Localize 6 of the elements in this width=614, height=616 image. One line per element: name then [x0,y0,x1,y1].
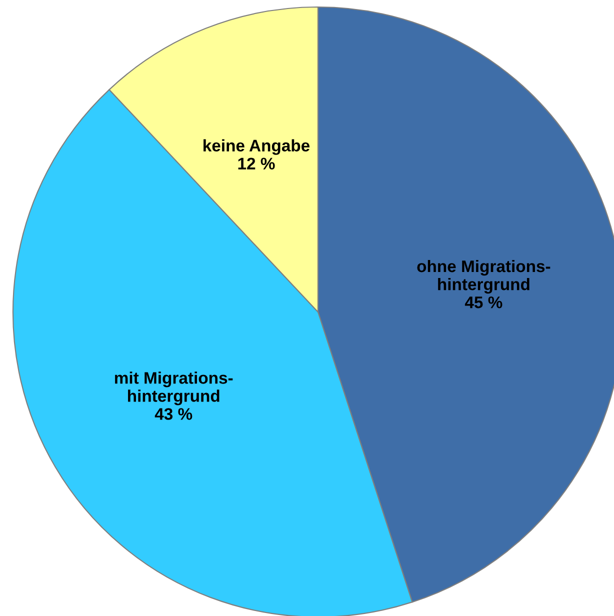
slice-label: keine Angabe [204,139,310,155]
slice-label: mit Migrations- hintergrund [114,372,233,406]
data-label: 45 % [464,296,502,308]
data-label: 12 % [238,158,275,170]
data-label: 43 % [154,408,192,420]
slice-label: ohne Migrations- hintergrund [417,260,550,294]
